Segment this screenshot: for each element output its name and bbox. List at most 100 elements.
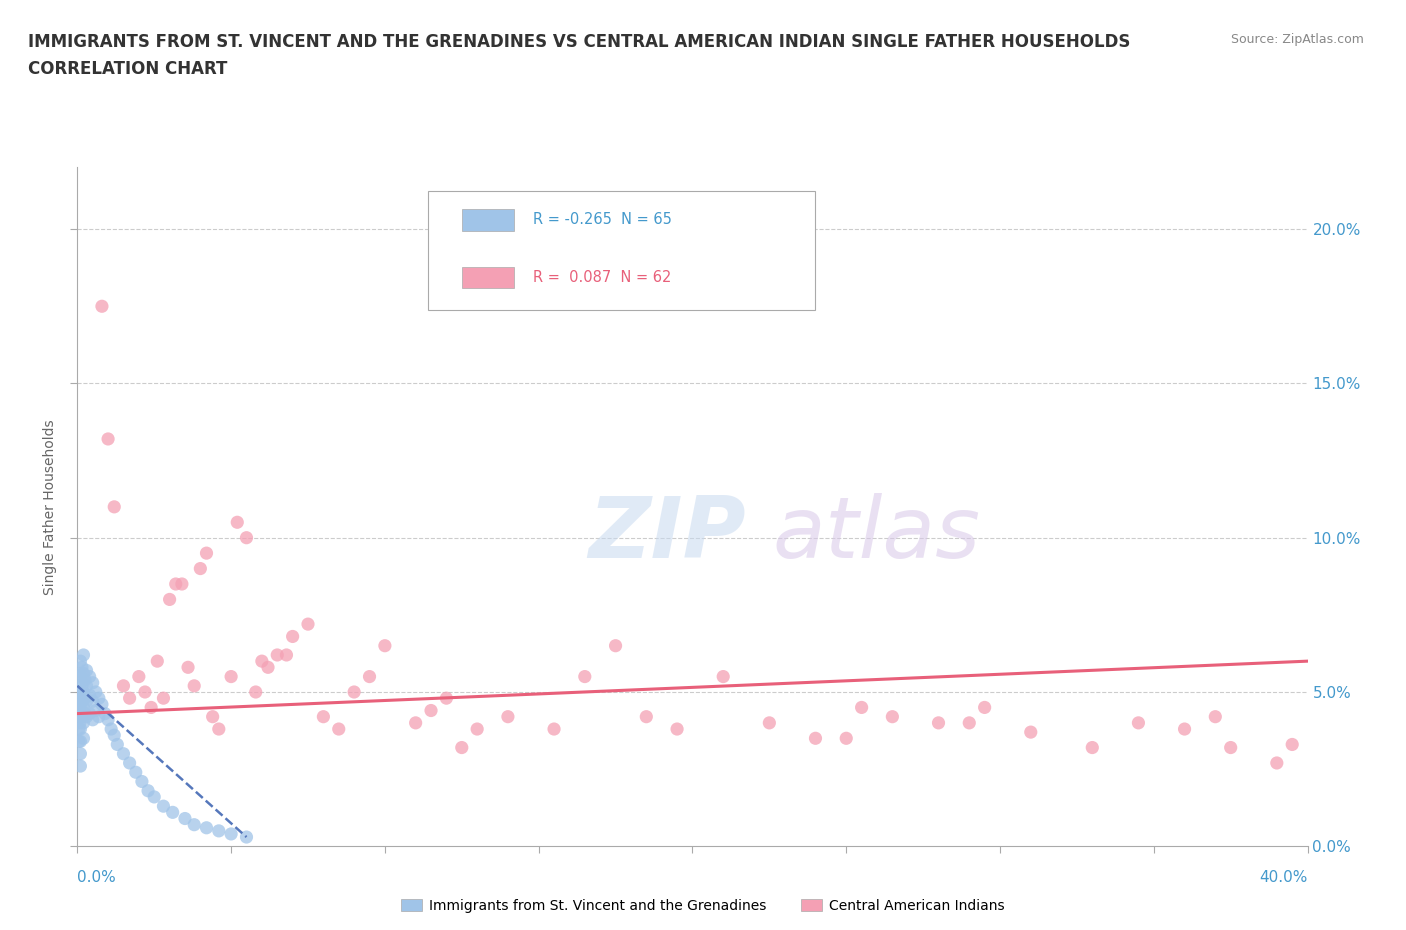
Point — [374, 638, 396, 653]
Point — [69, 666, 91, 681]
Point — [82, 712, 104, 727]
Point — [79, 670, 101, 684]
Point — [69, 759, 91, 774]
Point — [245, 684, 267, 699]
Point — [70, 660, 93, 675]
Point — [543, 722, 565, 737]
Bar — [463, 209, 515, 231]
Point — [465, 722, 488, 737]
Point — [201, 710, 224, 724]
Point — [1128, 715, 1150, 730]
Point — [76, 694, 98, 709]
Point — [72, 700, 94, 715]
Point — [131, 774, 153, 789]
Point — [73, 706, 96, 721]
Point — [165, 577, 187, 591]
Point — [436, 691, 458, 706]
Point — [183, 678, 205, 693]
Point — [73, 672, 96, 687]
Point — [188, 561, 212, 576]
Point — [666, 722, 689, 737]
Point — [143, 790, 166, 804]
Point — [69, 697, 91, 711]
Point — [208, 823, 231, 838]
Point — [69, 654, 91, 669]
Point — [70, 694, 93, 709]
Point — [758, 715, 780, 730]
Point — [219, 827, 242, 842]
Point — [312, 710, 335, 724]
Point — [170, 577, 193, 591]
Point — [84, 684, 107, 699]
Point — [159, 592, 181, 607]
FancyBboxPatch shape — [427, 192, 815, 310]
Point — [183, 817, 205, 832]
Point — [574, 670, 596, 684]
Point — [128, 670, 150, 684]
Text: CORRELATION CHART: CORRELATION CHART — [28, 60, 228, 78]
Point — [343, 684, 366, 699]
Point — [257, 660, 280, 675]
Point — [112, 746, 135, 761]
Text: 0.0%: 0.0% — [77, 870, 117, 884]
Point — [100, 722, 122, 737]
Point — [70, 678, 93, 693]
Point — [69, 715, 91, 730]
Point — [1174, 722, 1197, 737]
Point — [208, 722, 231, 737]
Point — [112, 678, 135, 693]
Point — [118, 755, 141, 770]
Point — [82, 675, 104, 690]
Point — [711, 670, 734, 684]
Point — [105, 737, 128, 752]
Point — [125, 764, 148, 779]
Text: atlas: atlas — [772, 493, 980, 576]
Point — [94, 706, 117, 721]
Point — [84, 703, 107, 718]
Point — [79, 687, 101, 702]
Point — [69, 684, 91, 699]
Point — [70, 710, 93, 724]
Point — [69, 670, 91, 684]
Point — [136, 783, 159, 798]
Point — [141, 700, 163, 715]
Point — [281, 629, 304, 644]
Point — [103, 499, 125, 514]
Point — [174, 811, 197, 826]
Point — [928, 715, 950, 730]
Legend: Immigrants from St. Vincent and the Grenadines, Central American Indians: Immigrants from St. Vincent and the Gren… — [396, 894, 1010, 919]
Text: ZIP: ZIP — [588, 493, 745, 576]
Point — [450, 740, 472, 755]
Point — [72, 731, 94, 746]
Text: IMMIGRANTS FROM ST. VINCENT AND THE GRENADINES VS CENTRAL AMERICAN INDIAN SINGLE: IMMIGRANTS FROM ST. VINCENT AND THE GREN… — [28, 33, 1130, 50]
Point — [1265, 755, 1288, 770]
Text: R =  0.087  N = 62: R = 0.087 N = 62 — [533, 270, 671, 285]
Point — [67, 678, 90, 693]
Point — [973, 700, 995, 715]
Point — [73, 691, 96, 706]
Point — [276, 647, 298, 662]
Point — [72, 666, 94, 681]
Text: Source: ZipAtlas.com: Source: ZipAtlas.com — [1230, 33, 1364, 46]
Point — [359, 670, 381, 684]
Point — [405, 715, 427, 730]
Point — [195, 820, 218, 835]
Point — [82, 694, 104, 709]
Point — [162, 805, 184, 820]
Point — [1081, 740, 1104, 755]
Point — [235, 530, 257, 545]
Point — [420, 703, 443, 718]
Point — [67, 734, 90, 749]
Point — [804, 731, 827, 746]
Point — [76, 663, 98, 678]
Point — [76, 710, 98, 724]
Point — [328, 722, 350, 737]
Point — [97, 712, 120, 727]
Point — [195, 546, 218, 561]
Point — [72, 715, 94, 730]
Bar — [463, 267, 515, 288]
Point — [1204, 710, 1226, 724]
Point — [636, 710, 658, 724]
Point — [152, 691, 174, 706]
Point — [72, 647, 94, 662]
